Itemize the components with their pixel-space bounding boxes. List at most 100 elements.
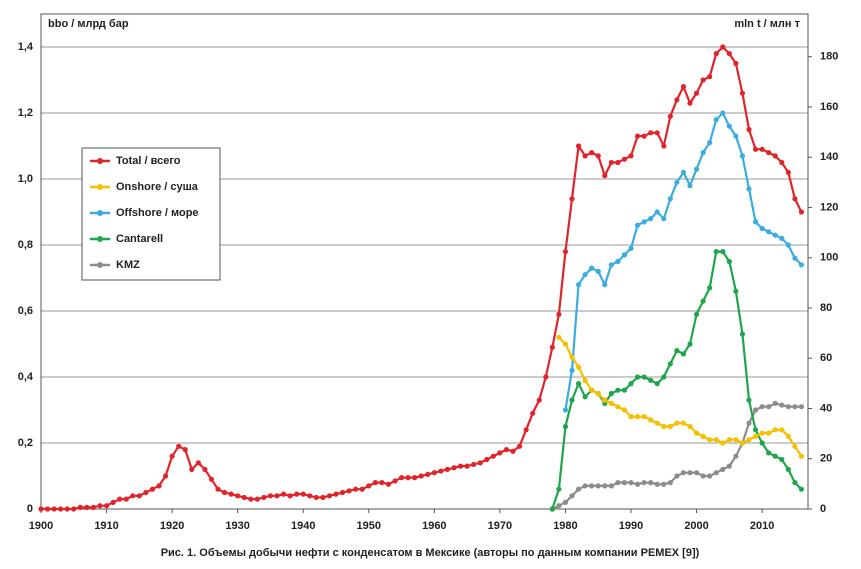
data-point — [687, 183, 693, 189]
data-point — [779, 159, 785, 166]
y2-axis-label: mln t / млн т — [734, 18, 800, 30]
data-point — [693, 470, 700, 476]
data-point — [307, 493, 313, 499]
data-point — [575, 486, 582, 492]
data-point — [707, 285, 713, 291]
data-point — [615, 480, 621, 486]
data-point — [746, 437, 752, 443]
data-point — [503, 447, 510, 453]
data-point — [130, 493, 136, 499]
data-point — [228, 491, 234, 497]
y-tick-label: 1,4 — [18, 41, 34, 53]
data-point — [300, 491, 306, 497]
data-point — [162, 473, 169, 479]
data-point — [792, 480, 798, 486]
data-point — [51, 506, 57, 512]
y-tick-label: 1,0 — [18, 173, 33, 185]
data-point — [313, 494, 319, 501]
data-point — [602, 282, 608, 288]
data-point — [766, 404, 772, 410]
data-point — [556, 486, 562, 492]
data-point — [779, 235, 785, 241]
data-point — [615, 258, 621, 265]
data-point — [720, 440, 726, 446]
data-point — [752, 433, 759, 439]
legend-label: Onshore / суша — [116, 181, 199, 193]
data-point — [608, 262, 614, 268]
data-point — [359, 486, 365, 492]
data-point — [779, 402, 785, 408]
data-point — [634, 133, 641, 139]
data-point — [457, 463, 464, 469]
data-point — [471, 461, 477, 468]
data-point — [366, 483, 372, 489]
data-point — [621, 407, 628, 413]
data-point — [412, 475, 418, 481]
data-point — [569, 354, 575, 360]
data-point — [707, 473, 713, 479]
data-point — [648, 480, 654, 486]
data-point — [772, 453, 778, 459]
data-point — [608, 390, 614, 397]
data-point — [615, 404, 621, 410]
data-point — [661, 423, 667, 430]
data-point — [733, 133, 739, 139]
data-point — [628, 381, 634, 387]
data-point — [182, 447, 188, 453]
data-point — [785, 169, 791, 175]
data-point — [562, 407, 569, 413]
data-point — [438, 468, 444, 474]
data-point — [648, 417, 654, 423]
data-point — [575, 364, 582, 370]
data-point — [759, 430, 765, 436]
data-point — [556, 334, 562, 340]
data-point — [785, 466, 791, 472]
data-point — [759, 225, 765, 232]
x-tick-label: 1950 — [357, 520, 381, 532]
data-point — [582, 377, 588, 383]
data-point — [84, 504, 90, 510]
data-point — [602, 173, 608, 179]
data-point — [235, 493, 241, 499]
data-point — [569, 367, 575, 373]
data-point — [261, 494, 267, 501]
data-point — [549, 344, 555, 350]
data-point — [648, 377, 654, 383]
x-tick-label: 1910 — [94, 520, 118, 532]
data-point — [680, 351, 687, 357]
data-point — [595, 268, 601, 274]
data-point — [680, 84, 687, 90]
data-point — [739, 331, 746, 337]
data-point — [621, 156, 628, 162]
data-point — [674, 420, 680, 426]
data-point — [674, 348, 680, 354]
data-point — [326, 493, 333, 499]
data-point — [589, 483, 595, 489]
data-point — [733, 437, 739, 443]
data-point — [746, 126, 752, 133]
data-point — [766, 450, 772, 456]
data-point — [516, 443, 523, 449]
x-tick-label: 1980 — [553, 520, 577, 532]
x-tick-label: 1990 — [619, 520, 643, 532]
data-point — [608, 159, 614, 166]
series-line — [551, 250, 803, 510]
data-point — [425, 471, 431, 477]
data-point — [785, 433, 791, 439]
data-point — [785, 404, 791, 410]
data-point — [700, 77, 706, 83]
data-point — [195, 460, 201, 466]
data-point — [58, 506, 64, 512]
y-tick-label: 0,4 — [18, 371, 34, 383]
data-point — [739, 440, 746, 446]
data-point — [700, 150, 706, 156]
data-point — [667, 113, 673, 119]
data-point — [674, 473, 680, 479]
data-point — [608, 483, 614, 489]
data-point — [634, 481, 641, 487]
data-point — [687, 470, 693, 476]
data-point — [700, 298, 706, 304]
data-point — [680, 470, 687, 476]
data-point — [654, 420, 660, 426]
data-point — [733, 60, 739, 67]
